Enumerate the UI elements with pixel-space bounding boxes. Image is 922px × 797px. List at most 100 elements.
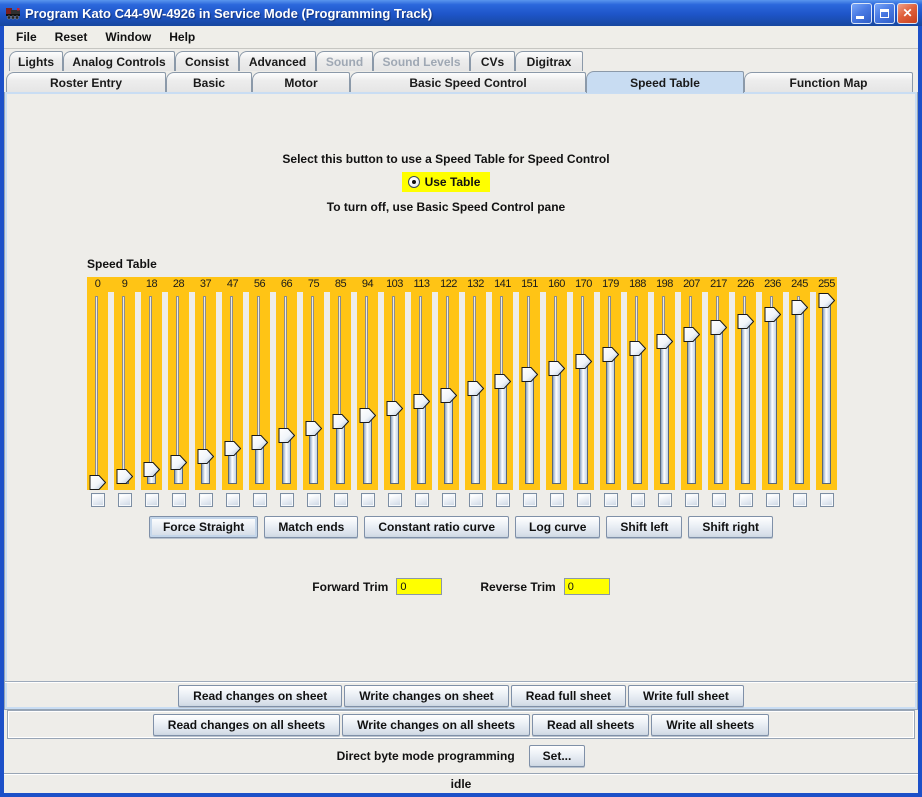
speed-slider-28[interactable] <box>816 292 837 490</box>
speed-step-checkbox-16[interactable] <box>495 493 510 507</box>
speed-step-checkbox-5[interactable] <box>198 493 213 507</box>
speed-step-checkbox-12[interactable] <box>387 493 402 507</box>
speed-slider-20[interactable] <box>600 292 621 490</box>
slider-thumb[interactable] <box>683 327 700 342</box>
speed-step-checkbox-26[interactable] <box>765 493 780 507</box>
shift-left-button[interactable]: Shift left <box>606 516 683 538</box>
slider-thumb[interactable] <box>116 469 133 484</box>
slider-thumb[interactable] <box>521 367 538 382</box>
speed-step-checkbox-18[interactable] <box>549 493 564 507</box>
slider-thumb[interactable] <box>197 449 214 464</box>
read-all-sheets-button[interactable]: Read all sheets <box>532 713 650 736</box>
speed-slider-2[interactable] <box>114 292 135 490</box>
slider-thumb[interactable] <box>251 435 268 450</box>
speed-step-checkbox-4[interactable] <box>171 493 186 507</box>
menu-file[interactable]: File <box>16 30 37 44</box>
speed-slider-13[interactable] <box>411 292 432 490</box>
speed-step-checkbox-28[interactable] <box>819 493 834 507</box>
tab-roster-entry[interactable]: Roster Entry <box>6 72 166 92</box>
speed-slider-9[interactable] <box>303 292 324 490</box>
speed-slider-16[interactable] <box>492 292 513 490</box>
maximize-button[interactable] <box>874 2 895 24</box>
write-full-sheet-button[interactable]: Write full sheet <box>628 684 744 707</box>
slider-thumb[interactable] <box>413 394 430 409</box>
speed-slider-17[interactable] <box>519 292 540 490</box>
tab-motor[interactable]: Motor <box>252 72 350 92</box>
slider-thumb[interactable] <box>170 455 187 470</box>
tab-advanced[interactable]: Advanced <box>239 51 316 71</box>
minimize-button[interactable] <box>851 2 872 24</box>
speed-step-checkbox-23[interactable] <box>684 493 699 507</box>
speed-slider-18[interactable] <box>546 292 567 490</box>
slider-thumb[interactable] <box>305 421 322 436</box>
tab-function-map[interactable]: Function Map <box>744 72 913 92</box>
slider-thumb[interactable] <box>386 401 403 416</box>
speed-slider-24[interactable] <box>708 292 729 490</box>
slider-thumb[interactable] <box>467 381 484 396</box>
write-changes-on-sheet-button[interactable]: Write changes on sheet <box>344 684 509 707</box>
menu-help[interactable]: Help <box>169 30 196 44</box>
speed-step-checkbox-8[interactable] <box>279 493 294 507</box>
speed-step-checkbox-3[interactable] <box>144 493 159 507</box>
slider-thumb[interactable] <box>143 462 160 477</box>
tab-lights[interactable]: Lights <box>9 51 63 71</box>
slider-thumb[interactable] <box>89 475 106 490</box>
speed-step-checkbox-13[interactable] <box>414 493 429 507</box>
speed-slider-4[interactable] <box>168 292 189 490</box>
slider-thumb[interactable] <box>629 341 646 356</box>
speed-slider-11[interactable] <box>357 292 378 490</box>
speed-step-checkbox-21[interactable] <box>630 493 645 507</box>
log-curve-button[interactable]: Log curve <box>515 516 601 538</box>
speed-slider-19[interactable] <box>573 292 594 490</box>
slider-thumb[interactable] <box>818 293 835 308</box>
speed-step-checkbox-15[interactable] <box>468 493 483 507</box>
speed-slider-25[interactable] <box>735 292 756 490</box>
menu-window[interactable]: Window <box>105 30 152 44</box>
slider-thumb[interactable] <box>278 428 295 443</box>
slider-thumb[interactable] <box>224 441 241 456</box>
tab-analog-controls[interactable]: Analog Controls <box>63 51 175 71</box>
speed-slider-14[interactable] <box>438 292 459 490</box>
match-ends-button[interactable]: Match ends <box>264 516 359 538</box>
slider-thumb[interactable] <box>575 354 592 369</box>
read-changes-on-sheet-button[interactable]: Read changes on sheet <box>178 684 343 707</box>
tab-cvs[interactable]: CVs <box>470 51 515 71</box>
speed-slider-15[interactable] <box>465 292 486 490</box>
speed-step-checkbox-17[interactable] <box>522 493 537 507</box>
speed-step-checkbox-9[interactable] <box>306 493 321 507</box>
speed-slider-23[interactable] <box>681 292 702 490</box>
slider-thumb[interactable] <box>710 320 727 335</box>
tab-consist[interactable]: Consist <box>175 51 239 71</box>
speed-slider-12[interactable] <box>384 292 405 490</box>
set-button[interactable]: Set... <box>528 745 586 767</box>
speed-slider-21[interactable] <box>627 292 648 490</box>
close-button[interactable]: ✕ <box>897 2 918 24</box>
shift-right-button[interactable]: Shift right <box>688 516 774 538</box>
slider-thumb[interactable] <box>602 347 619 362</box>
slider-thumb[interactable] <box>494 374 511 389</box>
speed-step-checkbox-11[interactable] <box>360 493 375 507</box>
tab-basic[interactable]: Basic <box>166 72 252 92</box>
speed-step-checkbox-1[interactable] <box>90 493 105 507</box>
speed-slider-26[interactable] <box>762 292 783 490</box>
speed-slider-5[interactable] <box>195 292 216 490</box>
slider-thumb[interactable] <box>656 334 673 349</box>
speed-step-checkbox-14[interactable] <box>441 493 456 507</box>
force-straight-button[interactable]: Force Straight <box>148 516 259 538</box>
speed-step-checkbox-19[interactable] <box>576 493 591 507</box>
tab-speed-table[interactable]: Speed Table <box>586 71 744 93</box>
menu-reset[interactable]: Reset <box>54 30 88 44</box>
forward-trim-input[interactable] <box>396 578 443 595</box>
slider-thumb[interactable] <box>548 361 565 376</box>
read-full-sheet-button[interactable]: Read full sheet <box>510 684 627 707</box>
write-changes-on-all-sheets-button[interactable]: Write changes on all sheets <box>342 713 530 736</box>
slider-thumb[interactable] <box>737 314 754 329</box>
speed-step-checkbox-2[interactable] <box>117 493 132 507</box>
speed-step-checkbox-22[interactable] <box>657 493 672 507</box>
speed-step-checkbox-27[interactable] <box>792 493 807 507</box>
speed-step-checkbox-6[interactable] <box>225 493 240 507</box>
speed-slider-7[interactable] <box>249 292 270 490</box>
radio-selected-icon[interactable] <box>407 176 420 188</box>
tab-basic-speed-control[interactable]: Basic Speed Control <box>350 72 586 92</box>
reverse-trim-input[interactable] <box>563 578 610 595</box>
